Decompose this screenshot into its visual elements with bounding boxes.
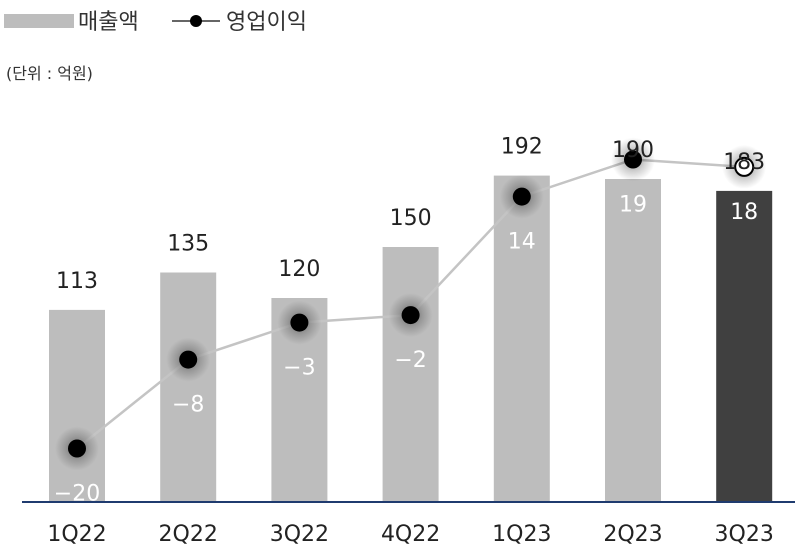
legend: 매출액 영업이익 — [4, 10, 307, 35]
revenue-bar-3Q23 — [716, 190, 773, 502]
revenue-bar-2Q23 — [605, 179, 661, 502]
x-tick-label-1Q22: 1Q22 — [47, 522, 106, 547]
op-income-marker-2Q22 — [179, 350, 198, 369]
op-income-value-label-4Q22: −2 — [394, 348, 426, 373]
bars-layer — [49, 175, 773, 502]
revenue-bar-1Q22 — [49, 309, 105, 502]
revenue-value-label-3Q22: 120 — [278, 257, 320, 282]
op-income-marker-3Q23 — [734, 156, 755, 177]
op-income-marker-1Q22 — [68, 439, 86, 458]
labels-layer: 113 135 120 150 192 190 183 −20 −8 −3 −2 14 19 18 — [54, 135, 765, 507]
revenue-value-label-1Q23: 192 — [501, 135, 543, 160]
op-income-value-label-3Q23: 18 — [730, 200, 758, 225]
legend-revenue-label: 매출액 — [78, 10, 139, 35]
x-axis: 1Q22 2Q22 3Q22 4Q22 1Q23 2Q23 3Q23 — [22, 501, 795, 547]
op-income-marker-3Q22 — [290, 313, 309, 332]
op-income-value-label-2Q22: −8 — [172, 393, 204, 418]
revenue-bar-2Q22 — [160, 272, 217, 502]
revenue-value-label-2Q23: 190 — [612, 138, 654, 163]
op-income-value-label-1Q22: −20 — [54, 482, 100, 507]
revenue-value-label-4Q22: 150 — [390, 206, 432, 231]
legend-revenue-swatch — [4, 14, 74, 28]
x-tick-label-1Q23: 1Q23 — [492, 522, 551, 547]
legend-op-income-marker — [190, 15, 202, 27]
revenue-bar-1Q23 — [493, 175, 550, 502]
op-income-line-layer — [55, 137, 767, 471]
x-tick-label-2Q23: 2Q23 — [603, 522, 662, 547]
unit-label: (단위 : 억원) — [6, 64, 93, 83]
revenue-value-label-1Q22: 113 — [56, 269, 98, 294]
op-income-marker-4Q22 — [401, 306, 420, 325]
revenue-value-label-3Q23: 183 — [723, 150, 765, 175]
op-income-marker-1Q23 — [512, 187, 531, 206]
op-income-value-label-3Q22: −3 — [283, 356, 315, 381]
x-tick-label-2Q22: 2Q22 — [159, 522, 218, 547]
op-income-marker-2Q23 — [624, 150, 642, 169]
x-tick-label-3Q22: 3Q22 — [270, 522, 329, 547]
x-tick-label-4Q22: 4Q22 — [381, 522, 440, 547]
op-income-value-label-2Q23: 19 — [619, 193, 647, 218]
revenue-value-label-2Q22: 135 — [167, 232, 209, 257]
legend-op-income-label: 영업이익 — [226, 10, 307, 35]
op-income-value-label-1Q23: 14 — [508, 230, 536, 255]
x-tick-label-3Q23: 3Q23 — [715, 522, 774, 547]
revenue-bar-4Q22 — [382, 247, 439, 502]
